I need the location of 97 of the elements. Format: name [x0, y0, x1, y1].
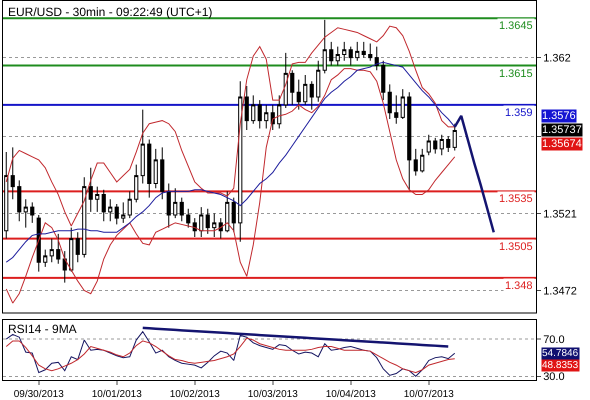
candlestick	[277, 94, 282, 129]
line-series	[6, 338, 456, 374]
text: 1.35674	[542, 138, 582, 150]
chart-title: RSI14 - 9MA	[8, 322, 77, 336]
candlestick	[140, 109, 145, 184]
candlestick	[114, 203, 119, 225]
candlestick	[173, 188, 178, 219]
x-tick-label: 10/02/2013	[170, 389, 220, 400]
candlestick	[329, 41, 334, 66]
candlestick	[147, 138, 152, 198]
candlestick	[192, 218, 197, 238]
candlestick	[310, 80, 314, 110]
candlestick	[388, 84, 392, 120]
candlestick	[420, 148, 424, 173]
candlestick	[232, 197, 236, 233]
y-tick-label: 30.0	[543, 371, 565, 384]
candlestick	[30, 202, 34, 224]
ref-line-label: 1.359	[505, 107, 533, 119]
line-series	[6, 26, 456, 226]
candlestick	[166, 183, 171, 228]
candlestick	[414, 148, 418, 176]
line-series	[142, 326, 450, 348]
candlestick	[258, 100, 262, 129]
candlestick	[225, 190, 230, 233]
candlestick	[56, 233, 60, 264]
candlestick	[374, 46, 379, 71]
line-series	[6, 68, 456, 304]
candlestick	[95, 186, 100, 212]
candlestick	[10, 146, 15, 200]
candlestick	[212, 212, 216, 238]
candlestick	[407, 92, 412, 190]
candlestick	[180, 197, 184, 222]
candlestick	[206, 208, 210, 234]
candlestick	[394, 94, 398, 124]
candlestick	[238, 80, 242, 242]
candlestick	[199, 206, 204, 238]
candlestick	[342, 41, 346, 62]
x-tick-label: 10/04/2013	[326, 389, 376, 400]
candlestick	[355, 41, 360, 62]
y-tick-label: 1.3521	[543, 208, 577, 220]
candlestick	[290, 70, 294, 106]
candlestick	[76, 232, 80, 263]
candlestick	[296, 79, 301, 110]
candlestick	[426, 134, 431, 156]
line-series	[6, 62, 456, 263]
candlestick	[348, 46, 353, 66]
text: 1.35737	[542, 124, 582, 136]
candlestick	[362, 41, 366, 58]
candlestick	[154, 148, 158, 189]
ref-line-label: 1.3535	[499, 193, 533, 205]
candlestick	[452, 123, 457, 151]
candlestick	[400, 88, 405, 120]
candlestick	[322, 19, 327, 74]
ref-line-label: 1.348	[505, 280, 533, 292]
line-series	[454, 114, 495, 234]
candlestick	[433, 137, 438, 154]
text: 48.8353	[542, 360, 579, 371]
candlestick	[102, 189, 106, 222]
ref-line-label: 1.3615	[499, 68, 533, 80]
candlestick	[82, 176, 86, 258]
y-tick-label: 1.3472	[543, 285, 577, 298]
candlestick	[381, 60, 386, 101]
candlestick	[50, 238, 54, 263]
candlestick	[62, 250, 67, 284]
candlestick	[440, 134, 444, 156]
candlestick	[446, 136, 450, 153]
candlestick	[17, 180, 22, 222]
candlestick	[36, 214, 41, 272]
candlestick	[244, 85, 249, 131]
candlestick	[88, 167, 93, 212]
y-tick-label: 1.362	[543, 52, 571, 64]
candlestick	[303, 74, 308, 106]
candlestick	[43, 249, 48, 268]
y-tick-label: 70.0	[543, 334, 565, 346]
candlestick	[264, 104, 268, 129]
x-tick-label: 09/30/2013	[14, 389, 64, 400]
candlestick	[128, 190, 132, 219]
candlestick	[160, 146, 164, 200]
chart-title: EUR/USD - 30min - 09:22:49 (UTC+1)	[8, 5, 212, 19]
text: 54.7846	[542, 348, 579, 359]
candlestick	[186, 208, 190, 228]
ref-line-label: 1.3645	[499, 20, 533, 32]
candlestick	[108, 198, 112, 222]
candlestick	[284, 52, 288, 108]
text: 1.3576	[542, 110, 576, 122]
candlestick	[24, 198, 28, 228]
x-tick-label: 10/07/2013	[404, 389, 454, 400]
candlestick	[134, 164, 138, 203]
candlestick	[316, 60, 320, 102]
candlestick	[251, 94, 256, 124]
x-tick-label: 10/01/2013	[92, 389, 142, 400]
candlestick	[336, 46, 340, 66]
candlestick	[121, 202, 126, 224]
candlestick	[218, 218, 223, 240]
candlestick	[368, 42, 372, 62]
x-tick-label: 10/03/2013	[248, 389, 298, 400]
ref-line-label: 1.3505	[499, 241, 533, 253]
